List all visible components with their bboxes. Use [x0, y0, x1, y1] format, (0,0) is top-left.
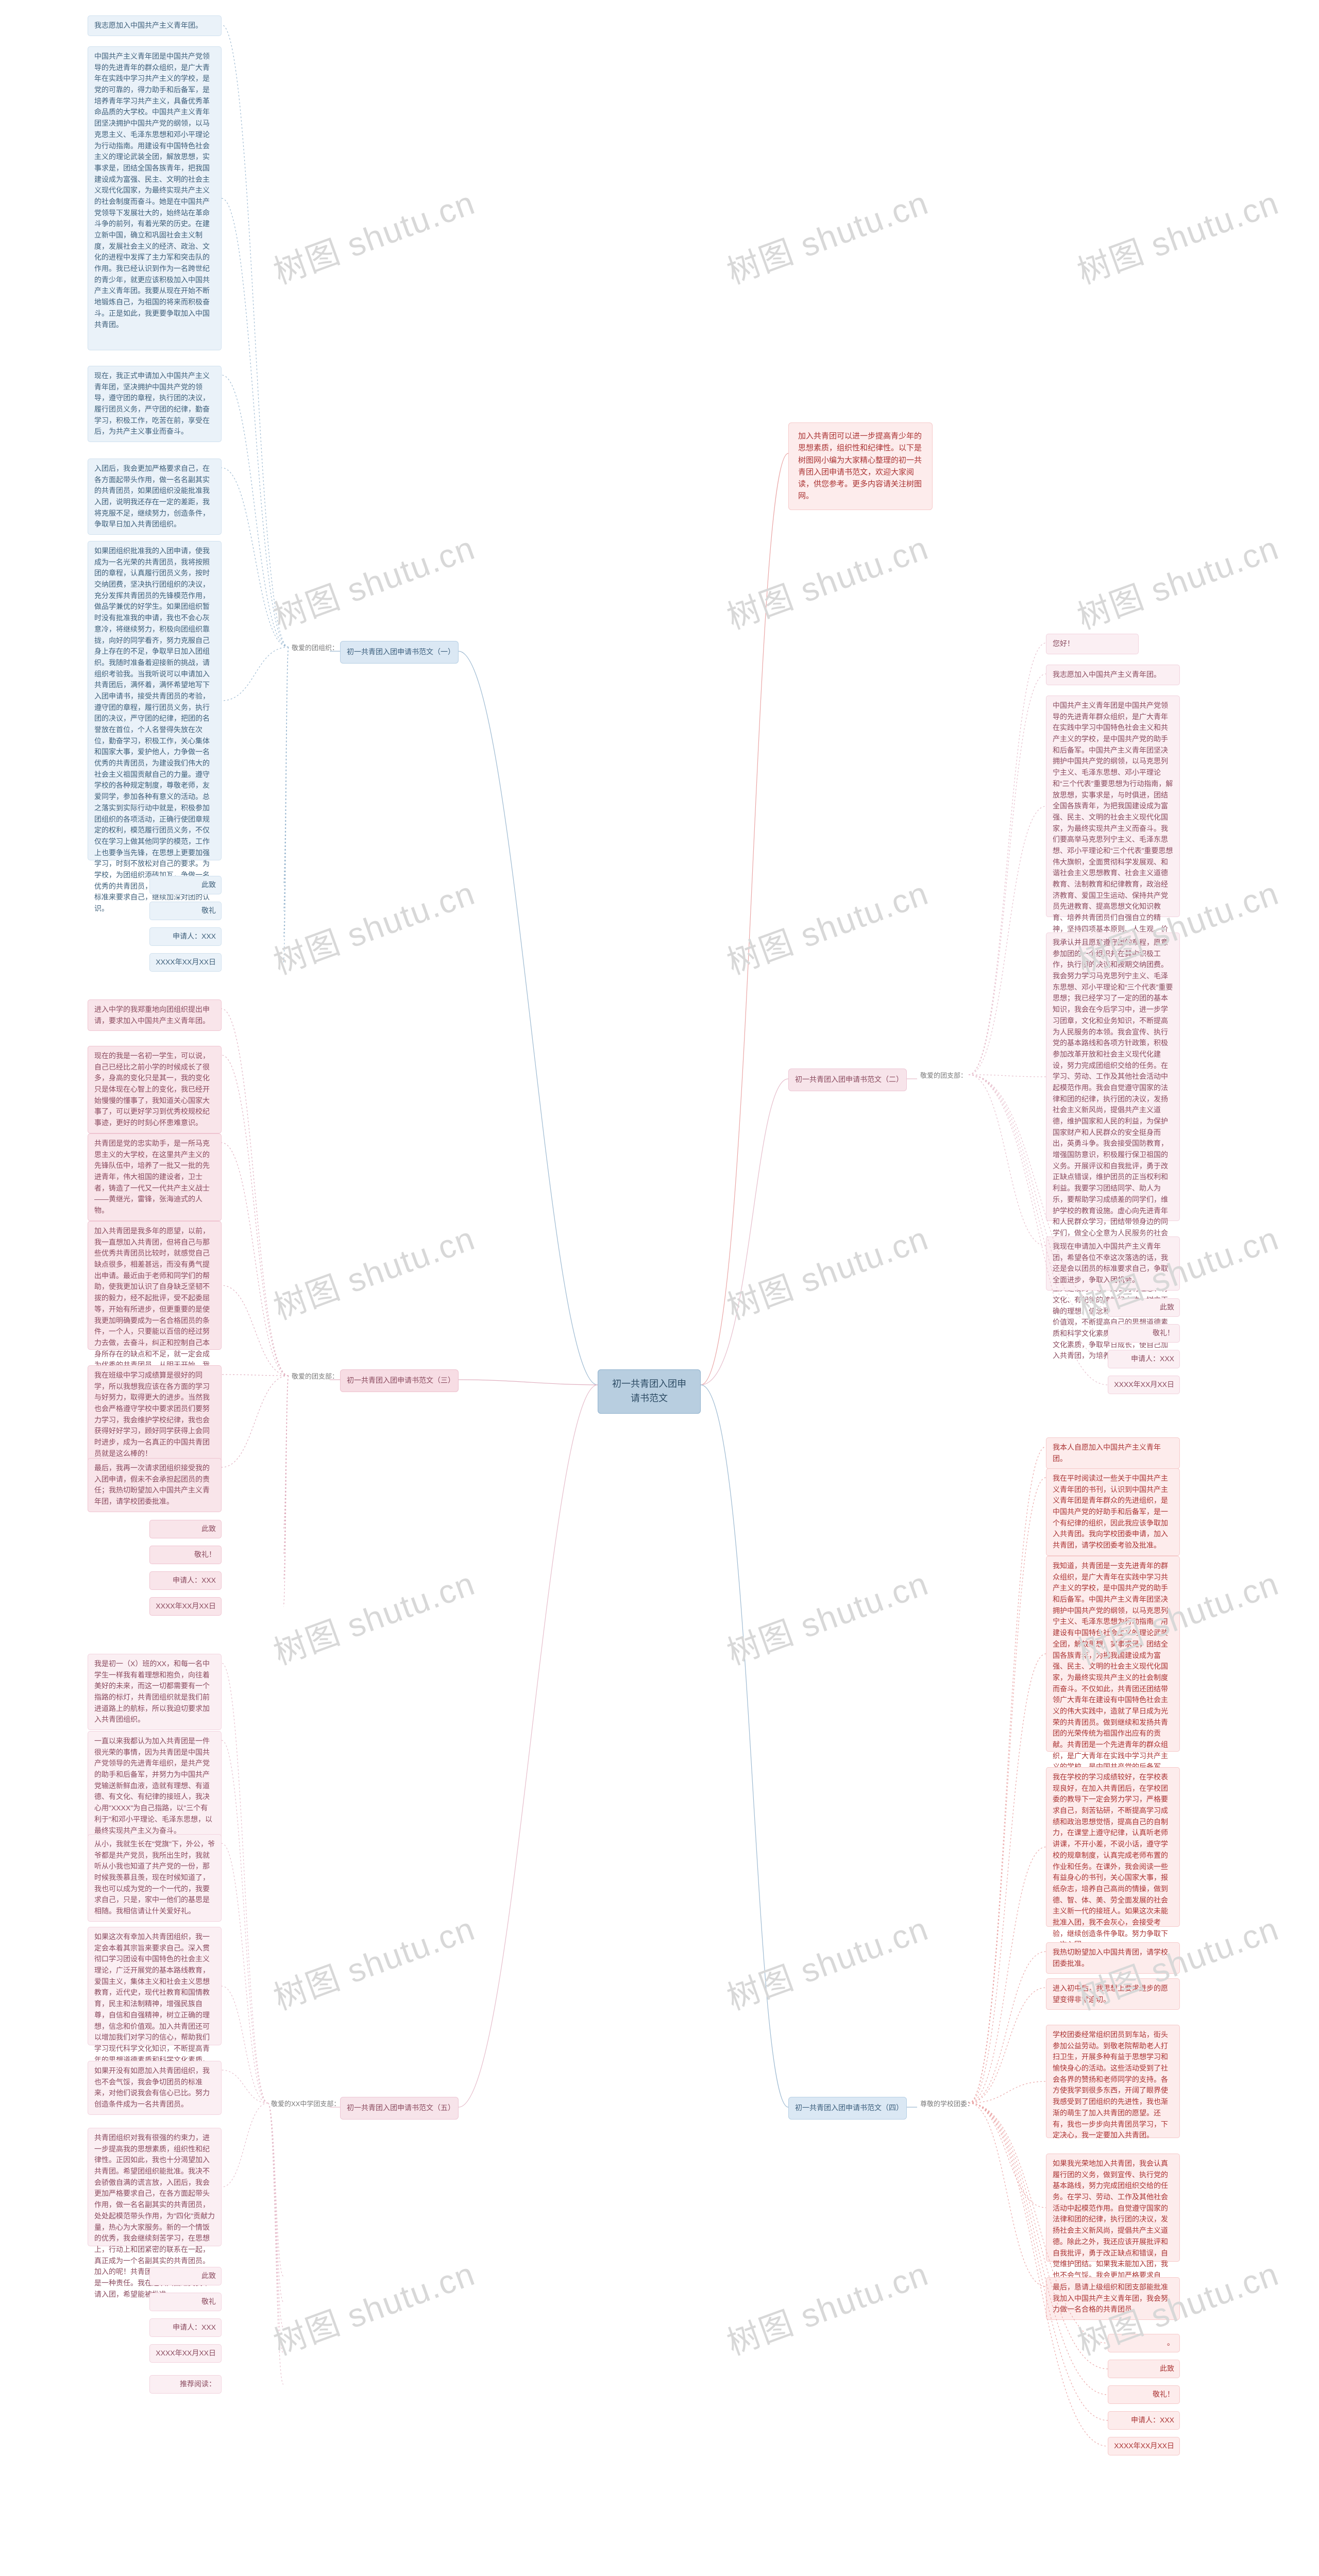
leaf-b1-4: 如果团组织批准我的入团申请，使我成为一名光荣的共青团员，我将按照团的章程，认真履…: [88, 541, 222, 860]
branch-b2[interactable]: 初一共青团入团申请书范文（二）: [788, 1069, 907, 1091]
watermark: 树图 shutu.cn: [266, 2567, 481, 2576]
leaf-b5-8: 申请人：XXX: [149, 2318, 222, 2337]
leaf-b5-6: 此致: [149, 2267, 222, 2285]
leaf-b4-3: 我在学校的学习成绩较好，在学校表现良好，在加入共青团后，在学校团委的教导下一定会…: [1046, 1767, 1180, 1927]
leaf-b4-12: 申请人：XXX: [1108, 2411, 1180, 2430]
watermark: 树图 shutu.cn: [266, 177, 481, 294]
branch-sub-b3: 敬爱的团支部：: [289, 1369, 342, 1384]
leaf-b4-11: 敬礼！: [1108, 2385, 1180, 2404]
branch-sub-b1: 敬爱的团组织：: [289, 641, 342, 655]
watermark: 树图 shutu.cn: [1070, 177, 1284, 294]
leaf-b5-3: 如果这次有幸加入共青团组织，我一定会本着其宗旨来要求自己。深入贯彻口学习团设有中…: [88, 1927, 222, 2045]
watermark: 树图 shutu.cn: [1070, 522, 1284, 639]
leaf-b5-4: 如果开没有如愿加入共青团组织，我也不会气馁，我会争切团员的标准来，对他们说我会有…: [88, 2061, 222, 2115]
leaf-b2-4: 我现在申请加入中国共产主义青年团，希望各位不幸这次落选的话，我还是会以团员的标准…: [1046, 1236, 1180, 1291]
branch-sub-b4: 尊敬的学校团委：: [917, 2097, 977, 2111]
leaf-b4-13: XXXX年XX月XX日: [1108, 2437, 1180, 2455]
watermark: 树图 shutu.cn: [720, 2248, 934, 2365]
leaf-b2-8: XXXX年XX月XX日: [1108, 1376, 1180, 1394]
watermark: 树图 shutu.cn: [266, 1557, 481, 1674]
branch-sub-b5: 敬爱的XX中学团支部：: [268, 2097, 343, 2111]
leaf-b3-0: 进入中学的我郑重地向团组织提出申请，要求加入中国共产主义青年团。: [88, 999, 222, 1031]
leaf-b3-5: 最后，我再一次请求团组织接受我的入团申请，假未不会承担起团员的责任；我热切盼望加…: [88, 1458, 222, 1512]
leaf-b5-2: 从小，我就生长在"党旗"下，外公，爷爷都是共产党员，我所出生时，我就听从小我也知…: [88, 1834, 222, 1922]
leaf-b4-10: 此致: [1108, 2360, 1180, 2378]
leaf-b4-1: 我在平时阅读过一些关于中国共产主义青年团的书刊，认识到中国共产主义青年团是青年群…: [1046, 1468, 1180, 1556]
leaf-b5-5: 共青团组织对我有很强的约束力，进一步提高我的思想素质，组织性和纪律性。正因如此，…: [88, 2128, 222, 2246]
leaf-b2-1: 我志愿加入中国共产主义青年团。: [1046, 665, 1180, 685]
intro-node: 加入共青团可以进一步提高青少年的思想素质，组织性和纪律性。以下是树图网小编为大家…: [788, 422, 933, 510]
leaf-b3-6: 此致: [149, 1520, 222, 1538]
watermark: 树图 shutu.cn: [720, 867, 934, 984]
leaf-b2-0: 您好！: [1046, 634, 1139, 654]
leaf-b3-7: 敬礼！: [149, 1546, 222, 1564]
branch-b3[interactable]: 初一共青团入团申请书范文（三）: [340, 1369, 459, 1392]
leaf-b3-3: 加入共青团是我多年的愿望，以前，我一直想加入共青团，但将自己与那些优秀共青团员比…: [88, 1221, 222, 1350]
watermark: 树图 shutu.cn: [266, 1212, 481, 1329]
leaf-b1-6: 敬礼: [149, 902, 222, 920]
watermark: 树图 shutu.cn: [266, 522, 481, 639]
leaf-b1-5: 此致: [149, 876, 222, 894]
leaf-b2-5: 此致: [1108, 1298, 1180, 1317]
leaf-b4-4: 我热切盼望加入中国共青团，请学校团委批准。: [1046, 1942, 1180, 1974]
leaf-b2-3: 我承认并且愿意遵守团的章程，愿意参加团的一个组织并在其中积极工作，执行团的决议和…: [1046, 933, 1180, 1221]
root-node[interactable]: 初一共青团入团申请书范文: [598, 1369, 701, 1414]
leaf-b5-1: 一直以来我都认为加入共青团是一件很光荣的事情，因为共青团是中国共产党领导的先进青…: [88, 1731, 222, 1841]
leaf-b2-7: 申请人：XXX: [1108, 1350, 1180, 1368]
leaf-b1-2: 现在，我正式申请加入中国共产主义青年团，坚决拥护中国共产党的领导，遵守团的章程，…: [88, 366, 222, 442]
leaf-b4-2: 我知道，共青团是一支先进青年的群众组织，是广大青年在实践中学习共产主义的学校，是…: [1046, 1556, 1180, 1752]
leaf-b1-3: 入团后，我会更加严格要求自己，在各方面起带头作用，做一名名副其实的共青团员，如果…: [88, 459, 222, 535]
leaf-b2-6: 敬礼！: [1108, 1324, 1180, 1343]
leaf-b5-7: 敬礼: [149, 2293, 222, 2311]
leaf-b3-4: 我在班级中学习成绩算是很好的同学，所以我想我应该在各方面的学习与好努力，取得更大…: [88, 1365, 222, 1464]
leaf-b5-10: 推荐阅读：: [149, 2375, 222, 2394]
leaf-b4-9: 。: [1108, 2334, 1180, 2352]
leaf-b2-2: 中国共产主义青年团是中国共产党领导的先进青年群众组织，是广大青年在实践中学习中国…: [1046, 696, 1180, 917]
watermark: 树图 shutu.cn: [266, 1903, 481, 2020]
branch-sub-b2: 敬爱的团支部：: [917, 1069, 970, 1083]
watermark: 树图 shutu.cn: [720, 1212, 934, 1329]
leaf-b1-1: 中国共产主义青年团是中国共产党领导的先进青年的群众组织，是广大青年在实践中学习共…: [88, 46, 222, 350]
leaf-b4-6: 学校团委经常组织团员到车站，街头参加公益劳动。到敬老院帮助老人打扫卫生，开展多种…: [1046, 2025, 1180, 2138]
leaf-b4-8: 最后，恳请上级组织和团支部能批准我加入中国共产主义青年团，我会努力做一名合格的共…: [1046, 2277, 1180, 2320]
leaf-b5-0: 我是初一（X）班的XX，和每一名中学生一样我有着理想和抱负，向往着美好的未来，而…: [88, 1654, 222, 1730]
watermark: 树图 shutu.cn: [720, 2567, 934, 2576]
watermark: 树图 shutu.cn: [720, 1557, 934, 1674]
leaf-b4-7: 如果我光荣地加入共青团，我会认真履行团的义务，做到宣传、执行党的基本路线，努力完…: [1046, 2154, 1180, 2262]
branch-b5[interactable]: 初一共青团入团申请书范文（五）: [340, 2097, 459, 2120]
watermark: 树图 shutu.cn: [266, 2248, 481, 2365]
leaf-b3-1: 现在的我是一名初一学生，可以说，自己已经比之前小学的时候成长了很多，身高的变化只…: [88, 1046, 222, 1133]
leaf-b3-2: 共青团是党的忠实助手，是一所马克思主义的大学校，在这里共产主义的先锋队伍中，培养…: [88, 1133, 222, 1221]
watermark: 树图 shutu.cn: [1070, 2567, 1284, 2576]
leaf-b1-0: 我志愿加入中国共产主义青年团。: [88, 15, 222, 36]
watermark: 树图 shutu.cn: [720, 1903, 934, 2020]
mindmap-canvas: 初一共青团入团申请书范文 加入共青团可以进一步提高青少年的思想素质，组织性和纪律…: [0, 0, 1319, 2576]
leaf-b1-8: XXXX年XX月XX日: [149, 953, 222, 972]
branch-b1[interactable]: 初一共青团入团申请书范文（一）: [340, 641, 459, 664]
watermark: 树图 shutu.cn: [266, 867, 481, 984]
leaf-b3-8: 申请人：XXX: [149, 1571, 222, 1590]
leaf-b4-5: 进入初中后，我思想上要求进步的愿望变得非常迫切。: [1046, 1978, 1180, 2010]
leaf-b1-7: 申请人：XXX: [149, 927, 222, 946]
leaf-b5-9: XXXX年XX月XX日: [149, 2344, 222, 2363]
watermark: 树图 shutu.cn: [720, 177, 934, 294]
branch-b4[interactable]: 初一共青团入团申请书范文（四）: [788, 2097, 907, 2120]
leaf-b4-0: 我本人自愿加入中国共产主义青年团。: [1046, 1437, 1180, 1469]
leaf-b3-9: XXXX年XX月XX日: [149, 1597, 222, 1616]
watermark: 树图 shutu.cn: [720, 522, 934, 639]
